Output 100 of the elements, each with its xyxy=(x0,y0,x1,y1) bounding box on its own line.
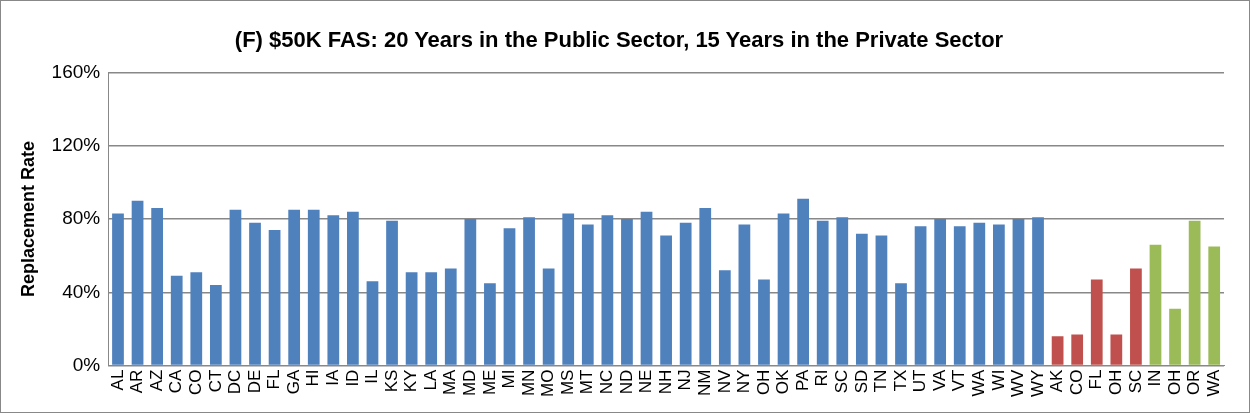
bar xyxy=(993,224,1005,365)
y-tick-label: 160% xyxy=(51,60,101,82)
x-tick-label: OH xyxy=(1164,369,1184,396)
bar xyxy=(973,222,986,365)
x-tick-label: NM xyxy=(694,369,714,397)
y-tick-label: 40% xyxy=(62,280,101,302)
x-tick-label: WA xyxy=(968,368,988,397)
bar xyxy=(484,283,496,365)
bar xyxy=(444,268,457,365)
x-tick-label: ND xyxy=(616,369,636,395)
bar xyxy=(797,198,809,365)
bar xyxy=(209,284,222,365)
bar xyxy=(366,281,379,365)
x-tick-label: AR xyxy=(127,369,147,394)
x-tick-label: LA xyxy=(420,368,440,391)
x-tick-label: HI xyxy=(303,369,323,387)
x-tick-label: TN xyxy=(871,369,891,393)
bar xyxy=(1188,220,1201,365)
x-tick-label: SD xyxy=(851,369,871,394)
bar xyxy=(347,211,359,365)
x-tick-label: IA xyxy=(323,368,342,386)
x-tick-label: OR xyxy=(1184,369,1204,396)
y-tick-label: 80% xyxy=(62,207,101,229)
x-tick-label: PA xyxy=(792,368,812,392)
x-tick-label: TX xyxy=(890,369,910,392)
bar xyxy=(307,209,320,365)
bar xyxy=(836,217,849,365)
bar xyxy=(464,219,477,365)
x-tick-label: WV xyxy=(1008,368,1028,398)
bar xyxy=(386,220,398,365)
x-tick-label: OK xyxy=(773,368,793,395)
bar xyxy=(151,208,164,365)
x-tick-label: AK xyxy=(1047,368,1067,393)
bar xyxy=(327,215,340,365)
y-axis-title: Replacement Rate xyxy=(17,140,38,298)
x-tick-label: WI xyxy=(988,369,1008,391)
x-tick-label: WA xyxy=(1203,368,1223,397)
bar xyxy=(1130,268,1142,365)
chart-title: (F) $50K FAS: 20 Years in the Public Sector, 15 Years in the Private Sector xyxy=(234,27,1004,53)
y-tick-label: 0% xyxy=(72,353,101,375)
x-tick-label: CO xyxy=(185,369,205,396)
bar xyxy=(268,230,281,365)
bar xyxy=(953,226,966,365)
x-tick-label: CO xyxy=(1066,369,1086,396)
y-tick-label: 120% xyxy=(51,133,101,155)
x-tick-label: KY xyxy=(401,369,421,393)
bar xyxy=(131,200,144,365)
bar xyxy=(425,272,438,365)
bar xyxy=(542,268,555,365)
x-tick-label: DE xyxy=(244,369,264,394)
bar xyxy=(1149,244,1162,365)
x-tick-label: VT xyxy=(949,369,969,392)
x-tick-label: GA xyxy=(283,368,303,395)
bar xyxy=(581,224,594,365)
x-tick-label: CT xyxy=(205,369,225,393)
x-tick-label: UT xyxy=(910,369,930,393)
x-tick-label: FL xyxy=(264,369,284,390)
x-tick-label: MA xyxy=(440,368,460,396)
bar xyxy=(1012,219,1025,365)
bar xyxy=(601,215,614,365)
bar xyxy=(738,224,751,365)
bar xyxy=(405,272,418,365)
x-tick-label: NV xyxy=(714,368,734,394)
x-tick-label: ID xyxy=(342,369,362,387)
bar xyxy=(503,228,516,365)
bar xyxy=(229,209,242,365)
bar xyxy=(816,220,829,365)
x-tick-label: NH xyxy=(655,369,675,395)
x-tick-label: AL xyxy=(107,369,127,391)
x-tick-label: CA xyxy=(166,368,186,394)
x-tick-label: MO xyxy=(538,369,558,398)
bar xyxy=(699,208,712,365)
bar xyxy=(1090,279,1103,365)
x-tick-label: NC xyxy=(597,369,617,395)
bar xyxy=(660,235,672,365)
x-tick-label: SC xyxy=(1125,369,1145,394)
x-tick-label: NE xyxy=(636,369,656,394)
x-tick-label: MN xyxy=(518,369,538,397)
x-tick-label: SC xyxy=(831,369,851,394)
bar xyxy=(875,235,888,365)
x-tick-label: MT xyxy=(577,369,597,395)
x-tick-label: FL xyxy=(1086,369,1106,390)
bar xyxy=(1110,334,1123,365)
x-tick-label: KS xyxy=(381,369,401,393)
x-tick-label: NY xyxy=(734,369,754,394)
x-tick-label: AZ xyxy=(146,369,166,392)
bar xyxy=(288,209,301,365)
bar xyxy=(1208,246,1221,365)
x-tick-label: NJ xyxy=(675,369,695,391)
x-tick-label: MI xyxy=(499,369,519,389)
bar xyxy=(523,217,535,365)
bar xyxy=(934,219,947,365)
bar xyxy=(1169,308,1181,365)
bar xyxy=(1071,334,1084,365)
bar xyxy=(112,213,124,365)
bar xyxy=(855,233,868,365)
x-tick-label: VA xyxy=(929,368,949,392)
bar xyxy=(190,272,203,365)
x-tick-label: ME xyxy=(479,369,499,396)
bar xyxy=(1032,217,1044,365)
